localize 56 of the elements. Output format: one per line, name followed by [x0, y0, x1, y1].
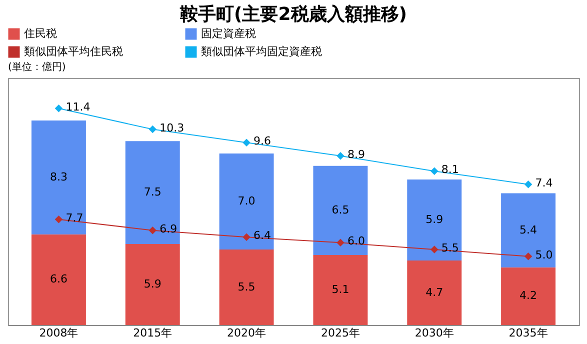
bar	[407, 180, 462, 261]
data-label: 9.6	[254, 134, 272, 148]
data-label: 6.6	[50, 272, 68, 286]
x-tick-label: 2020年	[227, 326, 266, 340]
data-label: 5.9	[144, 278, 162, 291]
x-tick-label: 2025年	[320, 326, 360, 340]
legend-label: 類似団体平均住民税	[24, 45, 123, 58]
data-label: 11.4	[66, 100, 90, 114]
point	[148, 125, 156, 134]
data-label: 7.7	[66, 211, 84, 224]
text: (単位：億円)	[8, 61, 66, 73]
chart-title: 鞍手町(主要2税歳入額推移)	[179, 4, 407, 25]
data-label: 8.3	[50, 170, 68, 184]
bar	[219, 153, 274, 250]
bar	[125, 244, 180, 325]
point	[242, 233, 250, 242]
point	[430, 246, 438, 254]
bar	[501, 267, 556, 325]
legend-label: 類似団体平均固定資産税	[201, 45, 322, 58]
data-label: 7.5	[144, 186, 162, 199]
x-tick-label: 2015年	[133, 326, 172, 340]
data-label: 7.0	[238, 194, 256, 208]
point	[430, 167, 438, 175]
point	[54, 104, 63, 112]
data-label: 5.5	[238, 280, 256, 294]
point	[524, 252, 532, 260]
point	[242, 138, 250, 146]
data-label: 5.9	[426, 213, 444, 226]
bar	[407, 260, 462, 325]
data-label: 4.7	[426, 286, 444, 299]
bar	[125, 141, 180, 244]
bar	[31, 120, 86, 234]
data-label: 6.5	[332, 203, 350, 216]
data-label: 8.9	[347, 148, 365, 161]
x-tick-label: 2008年	[39, 326, 78, 340]
bar	[313, 255, 368, 325]
data-label: 5.4	[520, 223, 538, 236]
bar	[313, 166, 368, 256]
point	[524, 180, 532, 188]
data-label: 7.4	[535, 176, 553, 190]
bar	[219, 250, 274, 325]
data-label: 4.2	[520, 289, 538, 302]
bar	[501, 193, 556, 268]
data-label: 5.1	[332, 283, 350, 296]
point	[148, 226, 156, 234]
point	[54, 215, 63, 224]
point	[336, 238, 344, 247]
data-label: 5.0	[535, 248, 553, 262]
point	[336, 152, 344, 160]
data-label: 8.1	[441, 163, 459, 176]
x-tick-label: 2035年	[508, 326, 548, 340]
legend-label: 固定資産税	[201, 27, 256, 40]
bar	[31, 234, 86, 325]
legend-label: 住民税	[24, 27, 57, 40]
data-label: 10.3	[160, 121, 184, 134]
x-tick-label: 2030年	[414, 326, 454, 340]
